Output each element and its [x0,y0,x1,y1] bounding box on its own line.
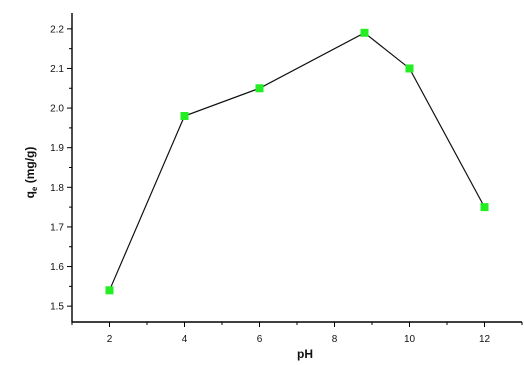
x-tick-label: 4 [182,334,188,345]
x-tick-label: 10 [404,334,416,345]
y-axis-label-subscript: e [30,186,39,191]
y-tick-label: 2.2 [50,24,64,35]
y-axis-label-unit: (mg/g) [23,147,37,187]
data-point [105,286,114,295]
series [105,28,489,295]
data-point [480,203,489,212]
axes-frame [71,13,522,323]
series-line [108,32,486,291]
x-tick-label: 6 [257,334,263,345]
data-point [405,64,414,73]
data-point [360,28,369,37]
y-tick-label: 1.9 [50,143,64,154]
y-tick-label: 1.6 [50,262,64,273]
y-tick-label: 1.5 [50,302,64,313]
y-tick-label: 2.1 [50,64,64,75]
x-tick-label: 8 [332,334,338,345]
y-tick-label: 1.7 [50,222,64,233]
y-axis-label: qe (mg/g) [23,147,39,199]
x-tick-label: 12 [479,334,491,345]
y-axis-label-main: q [23,191,37,198]
data-point [255,84,264,93]
axes [71,13,522,323]
ticks: 2 4 6 8 10 12 1.5 1.6 1.7 1.8 1.9 2.0 2.1 2.2 [50,24,523,345]
x-tick-label: 2 [107,334,113,345]
y-tick-label: 2.0 [50,104,64,115]
data-point [180,112,189,120]
x-axis-label: pH [297,347,313,361]
y-tick-label: 1.8 [50,183,64,194]
